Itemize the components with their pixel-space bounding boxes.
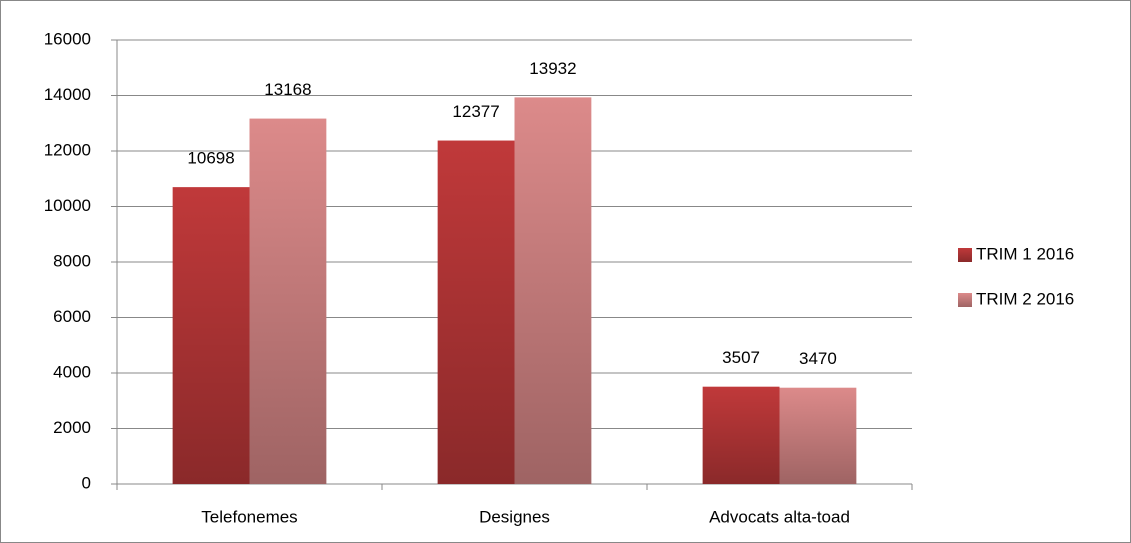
bar	[514, 97, 592, 485]
data-label: 12377	[452, 102, 499, 121]
bar	[779, 387, 857, 484]
data-label: 13168	[264, 80, 311, 99]
y-tick-label: 8000	[53, 251, 91, 270]
data-label: 3470	[799, 349, 837, 368]
bar	[702, 386, 780, 484]
data-label: 10698	[187, 149, 234, 168]
y-tick-label: 6000	[53, 307, 91, 326]
legend-swatch-shade	[958, 293, 972, 307]
data-label: 13932	[529, 59, 576, 78]
bar	[172, 187, 250, 484]
y-tick-label: 10000	[44, 196, 91, 215]
x-tick-label: Telefonemes	[201, 507, 297, 526]
y-tick-label: 14000	[44, 85, 91, 104]
y-tick-label: 4000	[53, 362, 91, 381]
y-tick-label: 2000	[53, 418, 91, 437]
x-tick-label: Advocats alta-toad	[709, 507, 850, 526]
y-tick-label: 0	[82, 473, 91, 492]
bar	[437, 140, 515, 484]
y-tick-label: 16000	[44, 29, 91, 48]
x-tick-label: Designes	[479, 507, 550, 526]
legend-swatch-shade	[958, 248, 972, 262]
y-tick-label: 12000	[44, 140, 91, 159]
legend-label: TRIM 2 2016	[976, 289, 1074, 308]
legend-label: TRIM 1 2016	[976, 244, 1074, 263]
bar	[249, 118, 327, 484]
data-label: 3507	[722, 348, 760, 367]
